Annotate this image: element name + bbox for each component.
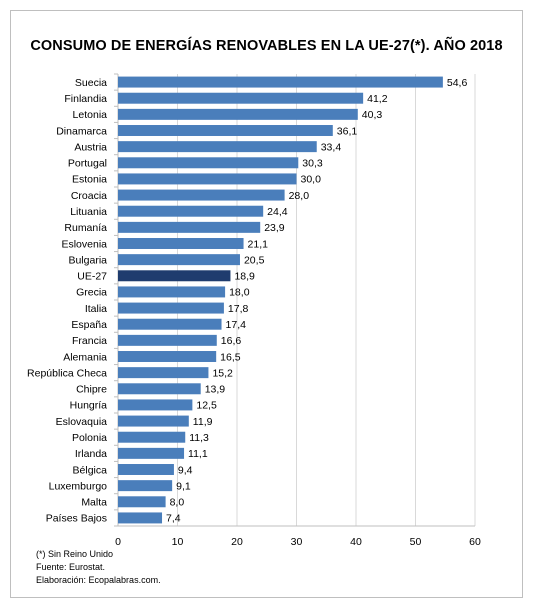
bar bbox=[118, 318, 222, 330]
category-label: UE-27 bbox=[77, 271, 107, 283]
bar bbox=[118, 205, 264, 217]
data-label: 11,3 bbox=[189, 432, 209, 444]
category-label: Letonia bbox=[73, 109, 108, 121]
category-label: España bbox=[71, 319, 107, 331]
x-tick-label: 40 bbox=[350, 536, 362, 548]
category-label: Portugal bbox=[68, 158, 107, 170]
category-label: Croacia bbox=[71, 190, 107, 202]
data-label: 20,5 bbox=[244, 254, 265, 266]
category-label: Austria bbox=[74, 141, 107, 153]
category-label: Alemania bbox=[63, 351, 107, 363]
bar bbox=[118, 238, 244, 249]
category-label: Suecia bbox=[75, 77, 107, 89]
category-label: Eslovaquia bbox=[56, 416, 108, 428]
category-label: Grecia bbox=[76, 287, 107, 299]
bar bbox=[118, 189, 285, 201]
bar bbox=[118, 496, 166, 508]
category-label: Chipre bbox=[76, 384, 107, 396]
category-label: Malta bbox=[81, 497, 107, 509]
bar bbox=[118, 351, 217, 362]
bar bbox=[118, 286, 226, 298]
data-label: 24,4 bbox=[267, 206, 288, 218]
bar bbox=[118, 415, 189, 427]
bar bbox=[118, 399, 193, 411]
data-label: 16,5 bbox=[220, 351, 241, 363]
category-label: Bulgaria bbox=[68, 254, 107, 266]
source-note: Fuente: Eurostat. bbox=[36, 562, 106, 572]
data-label: 41,2 bbox=[367, 93, 388, 105]
chart-notes: (*) Sin Reino Unido Fuente: Eurostat. El… bbox=[36, 548, 161, 587]
category-label: Dinamarca bbox=[56, 125, 107, 137]
category-label: Irlanda bbox=[75, 448, 107, 460]
data-label: 16,6 bbox=[221, 335, 242, 347]
x-tick-label: 60 bbox=[469, 536, 481, 548]
data-label: 33,4 bbox=[321, 141, 342, 153]
data-label: 11,1 bbox=[188, 448, 208, 460]
x-tick-label: 20 bbox=[231, 536, 243, 548]
bar bbox=[118, 125, 333, 136]
data-label: 13,9 bbox=[205, 384, 226, 396]
data-label: 15,2 bbox=[212, 367, 233, 379]
x-tick-label: 50 bbox=[410, 536, 422, 548]
data-label: 23,9 bbox=[264, 222, 285, 234]
data-label: 30,0 bbox=[301, 174, 322, 186]
bar bbox=[118, 92, 364, 104]
category-label: Lituania bbox=[70, 206, 107, 218]
bar bbox=[118, 108, 358, 120]
bar bbox=[118, 302, 224, 314]
category-label: Eslovenia bbox=[61, 238, 107, 250]
credit-note: Elaboración: Ecopalabras.com. bbox=[36, 575, 161, 585]
category-label: Finlandia bbox=[64, 93, 107, 105]
bar bbox=[118, 383, 201, 395]
data-label: 17,4 bbox=[226, 319, 247, 331]
data-label: 11,9 bbox=[193, 416, 213, 428]
x-tick-label: 0 bbox=[115, 536, 121, 548]
category-label: Luxemburgo bbox=[49, 480, 108, 492]
bar bbox=[118, 367, 209, 379]
bar bbox=[118, 512, 163, 524]
bar bbox=[118, 173, 297, 185]
data-label: 30,3 bbox=[302, 158, 323, 170]
data-label: 9,1 bbox=[176, 480, 191, 492]
bar bbox=[118, 221, 261, 233]
data-label: 8,0 bbox=[170, 497, 185, 509]
x-tick-label: 30 bbox=[291, 536, 303, 548]
category-label: Rumanía bbox=[64, 222, 107, 234]
footnote: (*) Sin Reino Unido bbox=[36, 549, 114, 559]
bar bbox=[118, 270, 231, 282]
data-label: 9,4 bbox=[178, 464, 193, 476]
data-label: 21,1 bbox=[248, 238, 269, 250]
bar bbox=[118, 447, 185, 459]
category-label: Polonia bbox=[72, 432, 107, 444]
chart-frame bbox=[10, 10, 523, 598]
bar bbox=[118, 464, 174, 475]
data-label: 17,8 bbox=[228, 303, 249, 315]
category-label: República Checa bbox=[27, 367, 107, 379]
chart-title: CONSUMO DE ENERGÍAS RENOVABLES EN LA UE-… bbox=[30, 38, 503, 54]
bar bbox=[118, 480, 173, 492]
data-label: 40,3 bbox=[362, 109, 383, 121]
bar bbox=[118, 334, 217, 346]
bar bbox=[118, 157, 299, 169]
bar bbox=[118, 254, 240, 266]
data-label: 18,0 bbox=[229, 287, 250, 299]
category-label: Hungría bbox=[70, 400, 108, 412]
bar bbox=[118, 141, 317, 153]
category-label: Bélgica bbox=[73, 464, 108, 476]
category-label: Estonia bbox=[72, 174, 107, 186]
bar bbox=[118, 431, 186, 443]
data-label: 7,4 bbox=[166, 513, 181, 525]
category-label: Francia bbox=[72, 335, 107, 347]
data-label: 18,9 bbox=[234, 271, 255, 283]
category-label: Italia bbox=[85, 303, 107, 315]
x-tick-label: 10 bbox=[172, 536, 184, 548]
data-label: 54,6 bbox=[447, 77, 468, 89]
category-label: Países Bajos bbox=[46, 513, 107, 525]
data-label: 36,1 bbox=[337, 125, 358, 137]
bar bbox=[118, 76, 443, 88]
data-label: 28,0 bbox=[289, 190, 310, 202]
data-label: 12,5 bbox=[196, 400, 217, 412]
